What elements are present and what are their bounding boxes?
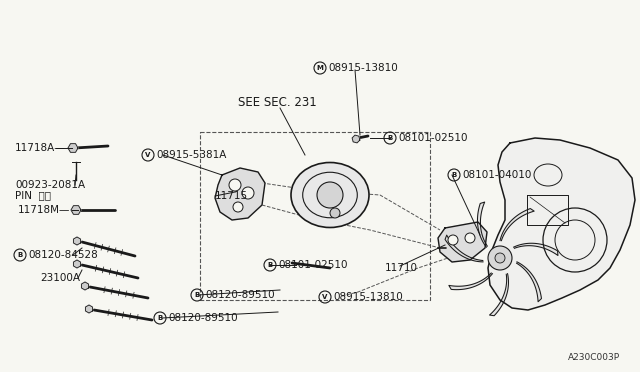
- Circle shape: [242, 187, 254, 199]
- Polygon shape: [352, 135, 360, 143]
- Text: B: B: [195, 292, 200, 298]
- Polygon shape: [490, 274, 509, 316]
- Circle shape: [448, 235, 458, 245]
- Polygon shape: [74, 237, 81, 245]
- Text: V: V: [145, 152, 150, 158]
- Text: 08915-13810: 08915-13810: [328, 63, 397, 73]
- Circle shape: [495, 253, 505, 263]
- Text: V: V: [323, 294, 328, 300]
- Polygon shape: [71, 206, 81, 214]
- Text: B: B: [387, 135, 392, 141]
- Polygon shape: [477, 202, 487, 247]
- Text: PIN  ピン: PIN ピン: [15, 190, 51, 200]
- Text: 08101-02510: 08101-02510: [398, 133, 467, 143]
- Text: 08120-89510: 08120-89510: [205, 290, 275, 300]
- Text: 08915-5381A: 08915-5381A: [156, 150, 227, 160]
- Polygon shape: [445, 235, 483, 262]
- Polygon shape: [449, 273, 492, 290]
- Text: 08915-13810: 08915-13810: [333, 292, 403, 302]
- Text: 08120-89510: 08120-89510: [168, 313, 237, 323]
- Circle shape: [488, 246, 512, 270]
- Text: 11710: 11710: [385, 263, 418, 273]
- Circle shape: [317, 182, 343, 208]
- Text: 11715: 11715: [215, 191, 248, 201]
- Polygon shape: [81, 282, 88, 290]
- Text: SEE SEC. 231: SEE SEC. 231: [238, 96, 317, 109]
- Polygon shape: [514, 243, 558, 256]
- Polygon shape: [68, 144, 78, 152]
- Text: M: M: [317, 65, 323, 71]
- Circle shape: [233, 202, 243, 212]
- Text: 11718A—: 11718A—: [15, 143, 66, 153]
- Text: A230C003P: A230C003P: [568, 353, 620, 362]
- Circle shape: [229, 179, 241, 191]
- Ellipse shape: [291, 163, 369, 228]
- Text: 08120-84528: 08120-84528: [28, 250, 98, 260]
- Text: 00923-2081A: 00923-2081A: [15, 180, 85, 190]
- Text: B: B: [17, 252, 22, 258]
- Polygon shape: [438, 222, 487, 262]
- Polygon shape: [500, 209, 534, 241]
- Circle shape: [465, 233, 475, 243]
- Polygon shape: [215, 168, 265, 220]
- Polygon shape: [74, 260, 81, 268]
- Polygon shape: [516, 262, 541, 302]
- Circle shape: [330, 208, 340, 218]
- Text: 23100A: 23100A: [40, 273, 80, 283]
- Text: B: B: [451, 172, 456, 178]
- Text: 11718M—: 11718M—: [18, 205, 70, 215]
- Text: 08101-04010: 08101-04010: [462, 170, 531, 180]
- Polygon shape: [86, 305, 92, 313]
- Text: 08101-02510: 08101-02510: [278, 260, 348, 270]
- Polygon shape: [488, 138, 635, 310]
- Text: B: B: [157, 315, 163, 321]
- Text: B: B: [268, 262, 273, 268]
